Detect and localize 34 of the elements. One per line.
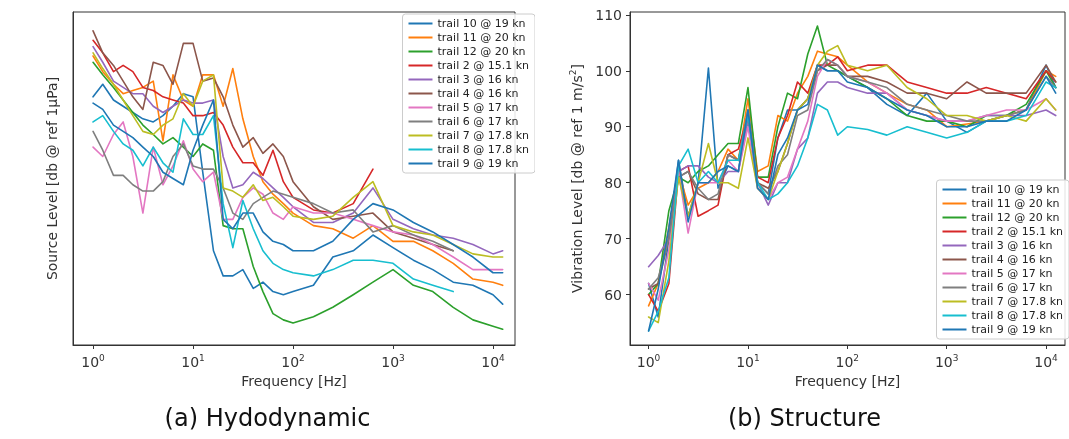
y-axis-title: Source Level [db @ ref 1μPa] [44, 76, 60, 281]
legend-label: trail 7 @ 17.8 kn [437, 129, 530, 142]
legend-label: trail 3 @ 16 kn [971, 239, 1053, 252]
legend-label: trail 7 @ 17.8 kn [971, 295, 1064, 308]
legend-label: trail 6 @ 17 kn [437, 115, 519, 128]
text: (b) Structure [727, 404, 882, 432]
legend-label: trail 9 @ 19 kn [437, 157, 519, 170]
y-axis-title: Vibration Level [db @ ref 1 m/s2] [567, 64, 586, 293]
legend-label: trail 10 @ 19 kn [971, 183, 1060, 196]
legend-label: trail 5 @ 17 kn [971, 267, 1053, 280]
y-tick-label: 100 [595, 62, 622, 79]
legend-label: trail 8 @ 17.8 kn [971, 309, 1064, 322]
legend-label: trail 11 @ 20 kn [971, 197, 1060, 210]
y-tick-label: 60 [604, 286, 622, 303]
legend-label: trail 2 @ 15.1 kn [971, 225, 1064, 238]
legend-label: trail 3 @ 16 kn [437, 73, 519, 86]
y-tick-label: 110 [595, 6, 622, 23]
legend-label: trail 12 @ 20 kn [971, 211, 1060, 224]
legend-label: trail 10 @ 19 kn [437, 17, 526, 30]
legend-label: trail 8 @ 17.8 kn [437, 143, 530, 156]
text: (a) Hydodynamic [164, 404, 371, 432]
legend-label: trail 2 @ 15.1 kn [437, 59, 530, 72]
x-axis-title: Frequency [Hz] [241, 372, 347, 389]
legend-label: trail 4 @ 16 kn [971, 253, 1053, 266]
legend-label: trail 11 @ 20 kn [437, 31, 526, 44]
legend-label: trail 9 @ 19 kn [971, 323, 1053, 336]
legend-label: trail 4 @ 16 kn [437, 87, 519, 100]
legend-label: trail 6 @ 17 kn [971, 281, 1053, 294]
y-tick-label: 90 [604, 118, 622, 135]
y-tick-label: 80 [604, 174, 622, 191]
y-tick-label: 70 [604, 230, 622, 247]
legend-label: trail 5 @ 17 kn [437, 101, 519, 114]
legend-label: trail 12 @ 20 kn [437, 45, 526, 58]
x-axis-title: Frequency [Hz] [794, 372, 901, 389]
